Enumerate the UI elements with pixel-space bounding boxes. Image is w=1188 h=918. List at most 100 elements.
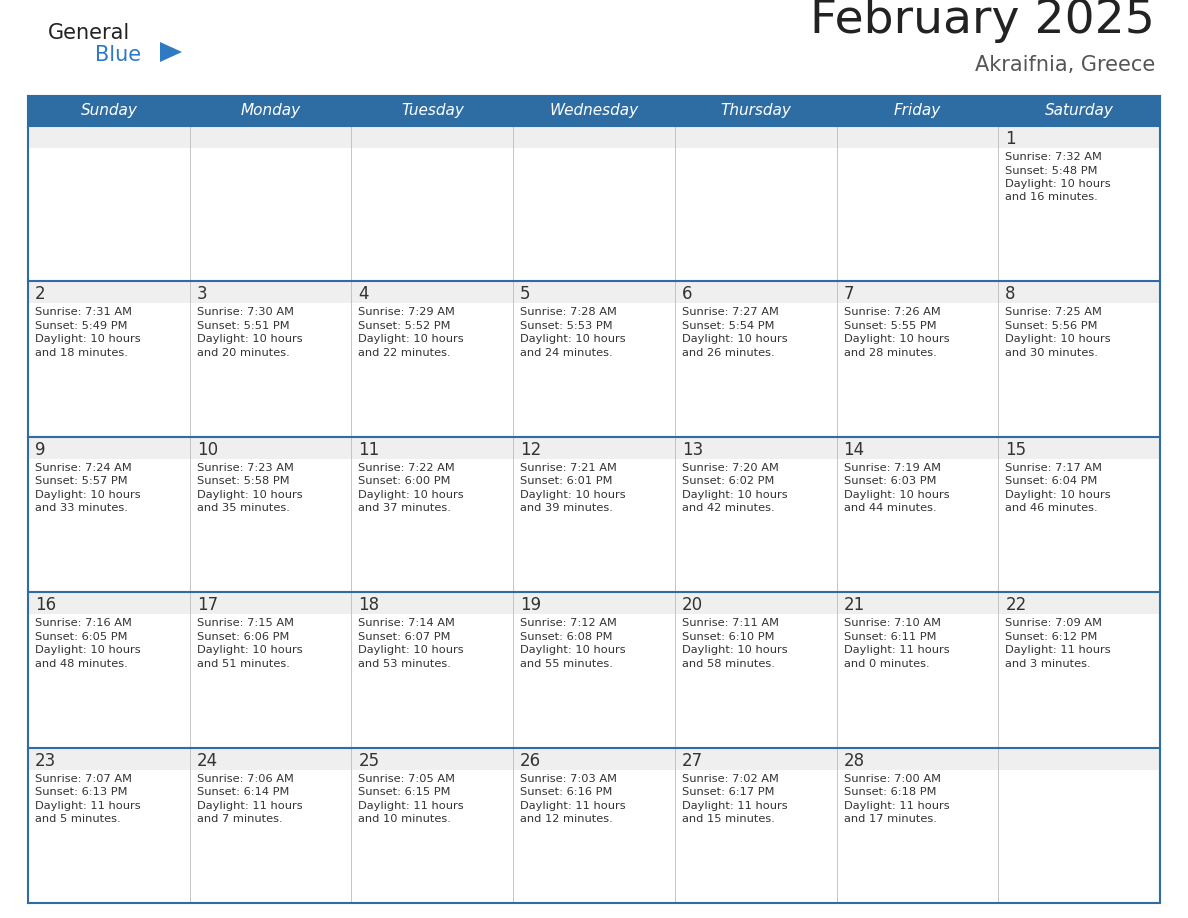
Text: Sunrise: 7:27 AM: Sunrise: 7:27 AM (682, 308, 778, 318)
Text: Sunrise: 7:16 AM: Sunrise: 7:16 AM (34, 618, 132, 628)
Text: 24: 24 (197, 752, 217, 769)
Text: and 51 minutes.: and 51 minutes. (197, 659, 290, 668)
Text: Sunset: 5:58 PM: Sunset: 5:58 PM (197, 476, 290, 487)
Text: Sunset: 5:54 PM: Sunset: 5:54 PM (682, 321, 775, 330)
Bar (29, 437, 1159, 592)
Text: Daylight: 10 hours: Daylight: 10 hours (1005, 334, 1111, 344)
Text: 23: 23 (34, 752, 56, 769)
Text: Daylight: 10 hours: Daylight: 10 hours (843, 334, 949, 344)
Text: and 28 minutes.: and 28 minutes. (843, 348, 936, 358)
Text: 1: 1 (1005, 130, 1016, 148)
Text: Thursday: Thursday (720, 104, 791, 118)
Text: 26: 26 (520, 752, 542, 769)
Text: Monday: Monday (240, 104, 301, 118)
Text: Daylight: 10 hours: Daylight: 10 hours (1005, 490, 1111, 499)
Text: 20: 20 (682, 596, 703, 614)
Text: Sunrise: 7:29 AM: Sunrise: 7:29 AM (359, 308, 455, 318)
Text: 9: 9 (34, 441, 45, 459)
Text: Sunset: 5:49 PM: Sunset: 5:49 PM (34, 321, 127, 330)
Text: General: General (48, 23, 131, 43)
Text: Daylight: 10 hours: Daylight: 10 hours (197, 334, 302, 344)
Text: Daylight: 10 hours: Daylight: 10 hours (359, 334, 465, 344)
Text: Sunrise: 7:22 AM: Sunrise: 7:22 AM (359, 463, 455, 473)
Text: Sunset: 6:18 PM: Sunset: 6:18 PM (843, 787, 936, 797)
Text: 7: 7 (843, 285, 854, 304)
Text: Sunset: 6:08 PM: Sunset: 6:08 PM (520, 632, 613, 642)
Text: Daylight: 11 hours: Daylight: 11 hours (197, 800, 302, 811)
Text: Daylight: 10 hours: Daylight: 10 hours (197, 645, 302, 655)
Text: Sunrise: 7:07 AM: Sunrise: 7:07 AM (34, 774, 132, 784)
Text: 22: 22 (1005, 596, 1026, 614)
Text: Sunrise: 7:20 AM: Sunrise: 7:20 AM (682, 463, 778, 473)
Text: Daylight: 10 hours: Daylight: 10 hours (682, 334, 788, 344)
Text: 8: 8 (1005, 285, 1016, 304)
Text: 14: 14 (843, 441, 865, 459)
Text: Sunrise: 7:14 AM: Sunrise: 7:14 AM (359, 618, 455, 628)
Text: Sunrise: 7:23 AM: Sunrise: 7:23 AM (197, 463, 293, 473)
Text: 4: 4 (359, 285, 369, 304)
Text: Sunset: 6:04 PM: Sunset: 6:04 PM (1005, 476, 1098, 487)
Text: and 22 minutes.: and 22 minutes. (359, 348, 451, 358)
Text: and 46 minutes.: and 46 minutes. (1005, 503, 1098, 513)
Text: 28: 28 (843, 752, 865, 769)
Text: Sunrise: 7:24 AM: Sunrise: 7:24 AM (34, 463, 132, 473)
Text: Sunrise: 7:00 AM: Sunrise: 7:00 AM (843, 774, 941, 784)
Text: and 37 minutes.: and 37 minutes. (359, 503, 451, 513)
Text: and 42 minutes.: and 42 minutes. (682, 503, 775, 513)
Text: Sunset: 5:48 PM: Sunset: 5:48 PM (1005, 165, 1098, 175)
Text: Sunset: 6:13 PM: Sunset: 6:13 PM (34, 787, 127, 797)
Text: Sunrise: 7:05 AM: Sunrise: 7:05 AM (359, 774, 455, 784)
Text: Sunset: 5:55 PM: Sunset: 5:55 PM (843, 321, 936, 330)
Text: Sunrise: 7:25 AM: Sunrise: 7:25 AM (1005, 308, 1102, 318)
Text: Daylight: 11 hours: Daylight: 11 hours (682, 800, 788, 811)
Text: Daylight: 11 hours: Daylight: 11 hours (359, 800, 465, 811)
Text: and 0 minutes.: and 0 minutes. (843, 659, 929, 668)
Text: Daylight: 10 hours: Daylight: 10 hours (520, 645, 626, 655)
Text: Daylight: 10 hours: Daylight: 10 hours (359, 490, 465, 499)
Text: and 5 minutes.: and 5 minutes. (34, 814, 121, 824)
Text: 13: 13 (682, 441, 703, 459)
Text: and 35 minutes.: and 35 minutes. (197, 503, 290, 513)
Text: Daylight: 10 hours: Daylight: 10 hours (34, 645, 140, 655)
Text: and 20 minutes.: and 20 minutes. (197, 348, 290, 358)
Text: Friday: Friday (893, 104, 941, 118)
Text: Sunrise: 7:31 AM: Sunrise: 7:31 AM (34, 308, 132, 318)
Text: and 33 minutes.: and 33 minutes. (34, 503, 128, 513)
Bar (29, 437, 1159, 459)
Text: Akraifnia, Greece: Akraifnia, Greece (974, 55, 1155, 75)
Text: Sunrise: 7:06 AM: Sunrise: 7:06 AM (197, 774, 293, 784)
Text: Sunrise: 7:32 AM: Sunrise: 7:32 AM (1005, 152, 1102, 162)
Text: Daylight: 10 hours: Daylight: 10 hours (843, 490, 949, 499)
Text: Daylight: 10 hours: Daylight: 10 hours (1005, 179, 1111, 189)
Text: Sunset: 6:01 PM: Sunset: 6:01 PM (520, 476, 613, 487)
Text: February 2025: February 2025 (810, 0, 1155, 43)
Text: and 26 minutes.: and 26 minutes. (682, 348, 775, 358)
Text: Daylight: 10 hours: Daylight: 10 hours (359, 645, 465, 655)
Text: and 44 minutes.: and 44 minutes. (843, 503, 936, 513)
Text: 21: 21 (843, 596, 865, 614)
Text: and 15 minutes.: and 15 minutes. (682, 814, 775, 824)
Text: 19: 19 (520, 596, 542, 614)
Text: Daylight: 10 hours: Daylight: 10 hours (520, 334, 626, 344)
Text: and 53 minutes.: and 53 minutes. (359, 659, 451, 668)
Text: Sunrise: 7:11 AM: Sunrise: 7:11 AM (682, 618, 779, 628)
Polygon shape (160, 42, 182, 62)
Text: Sunset: 6:03 PM: Sunset: 6:03 PM (843, 476, 936, 487)
Text: Daylight: 10 hours: Daylight: 10 hours (682, 490, 788, 499)
Text: Sunrise: 7:26 AM: Sunrise: 7:26 AM (843, 308, 941, 318)
Text: Sunset: 6:16 PM: Sunset: 6:16 PM (520, 787, 613, 797)
Text: and 3 minutes.: and 3 minutes. (1005, 659, 1091, 668)
Bar (29, 96, 1159, 126)
Text: Sunset: 6:00 PM: Sunset: 6:00 PM (359, 476, 451, 487)
Text: Sunset: 6:11 PM: Sunset: 6:11 PM (843, 632, 936, 642)
Text: 17: 17 (197, 596, 217, 614)
Text: and 17 minutes.: and 17 minutes. (843, 814, 936, 824)
Text: Sunset: 5:57 PM: Sunset: 5:57 PM (34, 476, 127, 487)
Text: Sunrise: 7:09 AM: Sunrise: 7:09 AM (1005, 618, 1102, 628)
Text: and 18 minutes.: and 18 minutes. (34, 348, 128, 358)
Text: and 16 minutes.: and 16 minutes. (1005, 193, 1098, 203)
Text: Daylight: 11 hours: Daylight: 11 hours (1005, 645, 1111, 655)
Text: Saturday: Saturday (1044, 104, 1113, 118)
Text: Daylight: 11 hours: Daylight: 11 hours (34, 800, 140, 811)
Text: Daylight: 11 hours: Daylight: 11 hours (520, 800, 626, 811)
